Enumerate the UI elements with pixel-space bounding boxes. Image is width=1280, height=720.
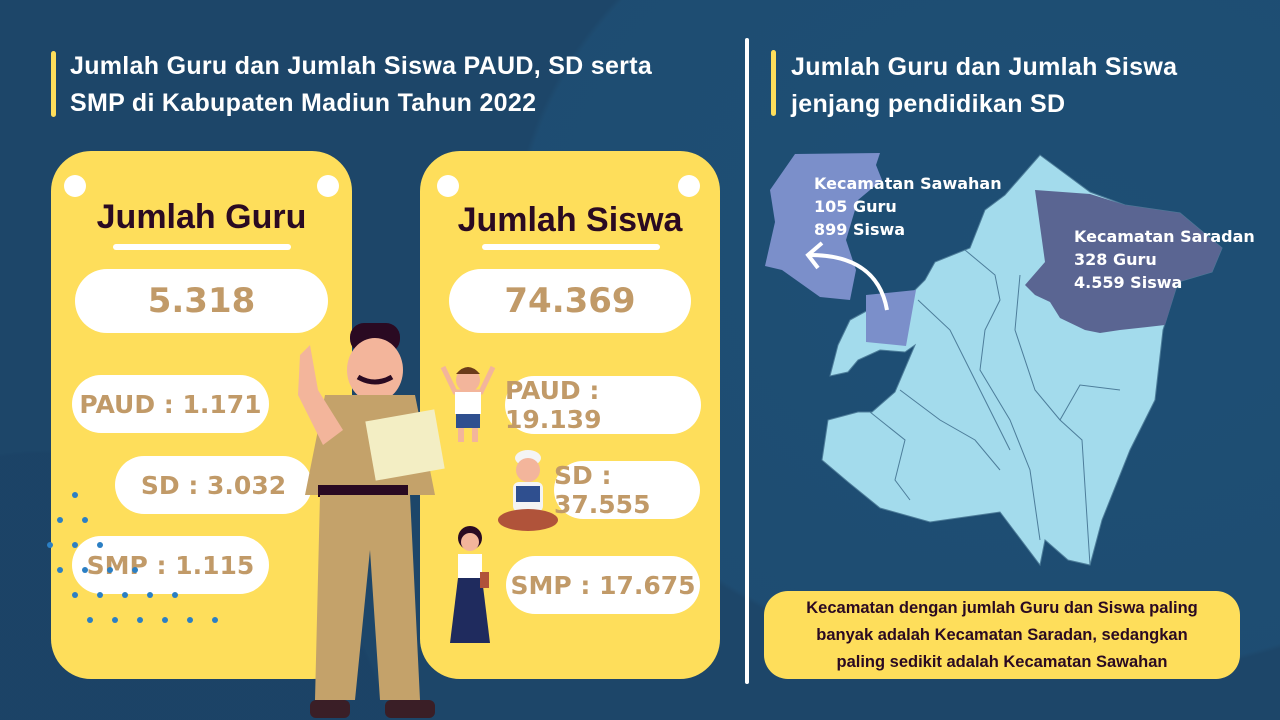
arrow-icon [809,253,889,311]
siswa-smp: SMP : 17.675 [506,556,700,614]
guru-card: Jumlah Guru 5.318 PAUD : 1.171 SD : 3.03… [51,151,352,679]
guru-paud: PAUD : 1.171 [72,375,269,433]
district-guru: 328 Guru [1074,250,1157,269]
map-region-saradan [1025,190,1222,333]
student-girl-illustration [450,526,490,643]
district-guru: 105 Guru [814,197,897,216]
map-region-sawahan [765,153,916,346]
left-title-line: Jumlah Guru dan Jumlah Siswa PAUD, SD se… [70,52,653,80]
siswa-heading: Jumlah Siswa [457,201,683,239]
district-siswa: 4.559 Siswa [1074,273,1183,292]
siswa-total: 74.369 [449,269,691,333]
student-boy-illustration [440,365,496,442]
left-title: Jumlah Guru dan Jumlah Siswa PAUD, SD se… [70,48,652,122]
siswa-paud: PAUD : 19.139 [505,376,701,434]
guru-total: 5.318 [75,269,328,333]
note-line: Kecamatan dengan jumlah Guru dan Siswa p… [806,599,1198,617]
summary-note: Kecamatan dengan jumlah Guru dan Siswa p… [764,591,1240,679]
card-hole [678,175,700,197]
sawahan-label: Kecamatan Sawahan 105 Guru 899 Siswa [814,172,1002,241]
card-hole [317,175,339,197]
card-hole [64,175,86,197]
arrow-head-icon [805,241,824,270]
right-title-line: Jumlah Guru dan Jumlah Siswa [791,53,1178,81]
left-title-line: SMP di Kabupaten Madiun Tahun 2022 [70,89,537,117]
teacher-illustration [298,323,445,718]
map-district-borders [869,249,1121,566]
heading-underline [482,244,660,250]
note-line: banyak adalah Kecamatan Saradan, sedangk… [816,626,1188,644]
saradan-label: Kecamatan Saradan 328 Guru 4.559 Siswa [1074,225,1255,294]
heading-underline [113,244,291,250]
siswa-sd: SD : 37.555 [554,461,700,519]
guru-sd: SD : 3.032 [115,456,312,514]
district-name: Kecamatan Sawahan [814,174,1002,193]
card-hole [437,175,459,197]
right-title: Jumlah Guru dan Jumlah Siswa jenjang pen… [791,49,1177,123]
student-reading-illustration [498,450,558,531]
note-line: paling sedikit adalah Kecamatan Sawahan [836,653,1168,671]
district-name: Kecamatan Saradan [1074,227,1255,246]
guru-smp: SMP : 1.115 [72,536,269,594]
decorative-dots [47,492,218,623]
guru-heading: Jumlah Guru [96,198,307,236]
right-title-line: jenjang pendidikan SD [791,90,1066,118]
district-siswa: 899 Siswa [814,220,906,239]
title-accent-bar [771,50,776,116]
section-divider [745,38,749,684]
title-accent-bar [51,51,56,117]
